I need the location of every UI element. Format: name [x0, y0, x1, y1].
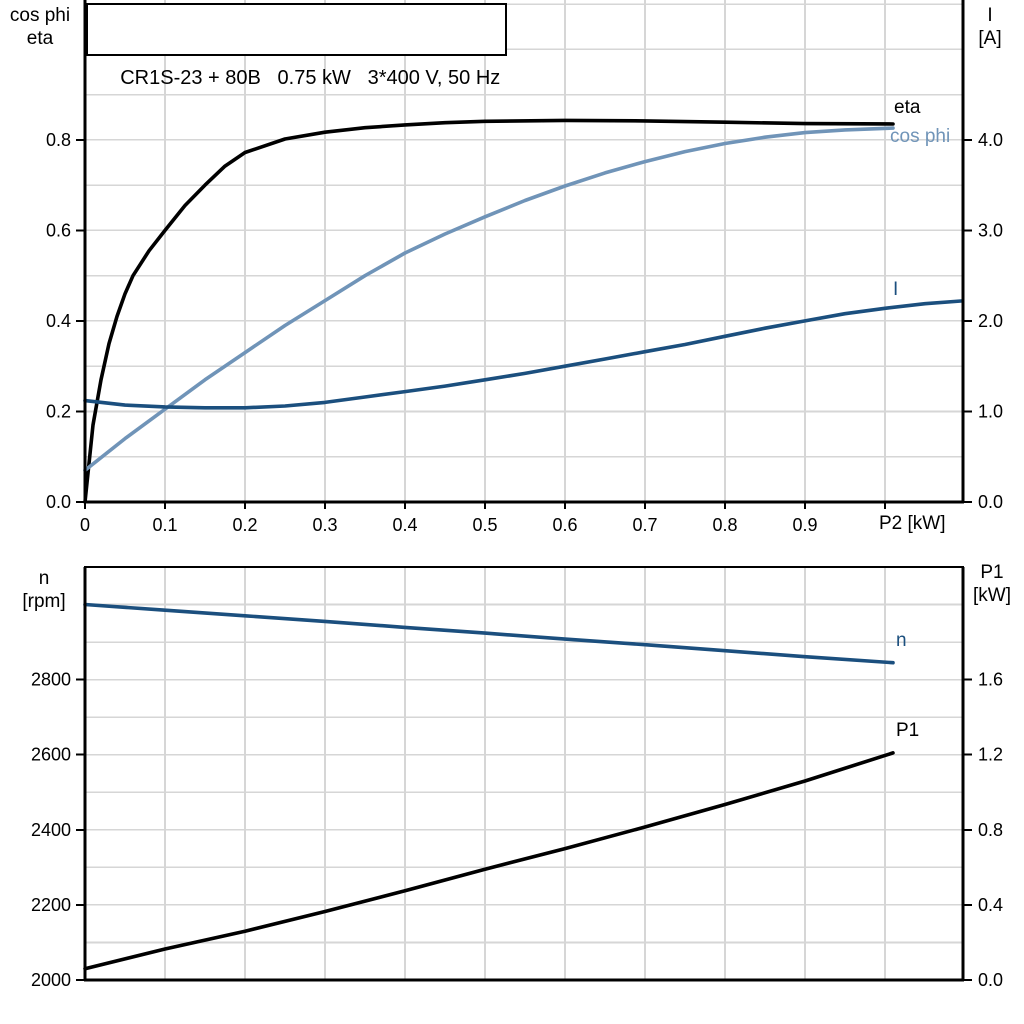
right-axis-title-line2: [A]	[978, 28, 1002, 49]
y-tick-label-right: 4.0	[978, 130, 1003, 150]
bottom-chart-left-axis-title: n [rpm]	[4, 567, 84, 613]
y-tick-label-right: 1.2	[978, 745, 1003, 765]
axes-layer-0	[76, 0, 972, 509]
x-tick-label: 0.6	[552, 515, 577, 535]
chart-title-box: CR1S-23 + 80B 0.75 kW 3*400 V, 50 Hz	[86, 3, 507, 89]
y-tick-label-right: 3.0	[978, 220, 1003, 240]
curve-cos-phi	[83, 126, 895, 473]
curve-label-p1: P1	[896, 720, 920, 741]
curve-label-current: I	[893, 279, 899, 300]
y-tick-label-right: 0.4	[978, 895, 1003, 915]
tick-labels-0: 0.0 0.2 0.4 0.6 0.8 0.0 1.0 2.0 3.0 4.0 0 0.1 0.2 0.3…	[46, 130, 1003, 535]
right-axis-title-line1: I	[987, 5, 993, 26]
x-axis-label: P2 [kW]	[879, 513, 946, 534]
y-tick-label-right: 0.8	[978, 820, 1003, 840]
y-tick-label-left: 0.6	[46, 220, 71, 240]
y-tick-label-right: 0.0	[978, 970, 1003, 990]
curve-i	[83, 299, 963, 410]
x-tick-label: 0	[80, 515, 90, 535]
y-tick-label-left: 0.4	[46, 311, 71, 331]
bottom-chart-right-axis-title: P1 [kW]	[962, 561, 1022, 607]
x-tick-label: 0.3	[312, 515, 337, 535]
x-tick-label: 0.2	[232, 515, 257, 535]
curve-eta	[83, 118, 895, 504]
x-tick-label: 0.1	[152, 515, 177, 535]
x-tick-label: 0.8	[712, 515, 737, 535]
y-tick-label-left: 2200	[31, 895, 71, 915]
top-chart-left-axis-title: cos phi eta	[0, 4, 80, 50]
left-axis-title-line2: [rpm]	[22, 591, 66, 612]
grid-layer-0	[85, 0, 963, 502]
y-tick-label-left: 0.0	[46, 492, 71, 512]
left-axis-title-line1: cos phi	[9, 5, 71, 26]
curve-label-cos-phi: cos phi	[890, 126, 951, 147]
y-tick-label-left: 0.8	[46, 130, 71, 150]
y-tick-label-left: 0.2	[46, 401, 71, 421]
x-tick-label: 0.5	[472, 515, 497, 535]
y-tick-label-left: 2000	[31, 970, 71, 990]
grid-layer-1	[85, 566, 963, 980]
curve-n	[83, 602, 895, 665]
x-tick-label: 0.7	[632, 515, 657, 535]
y-tick-label-right: 2.0	[978, 311, 1003, 331]
x-tick-label: 0.4	[392, 515, 417, 535]
tick-labels-1: 2000 2200 2400 2600 2800 0.0 0.4 0.8 1.2 1.6	[31, 670, 1003, 990]
curve-p1	[83, 751, 895, 971]
x-tick-label: 0.9	[792, 515, 817, 535]
y-tick-label-right: 1.0	[978, 401, 1003, 421]
chart-title: CR1S-23 + 80B 0.75 kW 3*400 V, 50 Hz	[120, 67, 501, 89]
y-tick-label-left: 2600	[31, 745, 71, 765]
top-chart-right-axis-title: I [A]	[958, 4, 1022, 50]
y-tick-label-left: 2800	[31, 670, 71, 690]
right-axis-title-line1: P1	[980, 562, 1004, 583]
right-axis-title-line2: [kW]	[973, 585, 1011, 606]
curve-label-eta: eta	[894, 97, 921, 118]
y-tick-label-right: 1.6	[978, 670, 1003, 690]
curves-layer-0	[83, 118, 963, 504]
left-axis-title-line2: eta	[26, 28, 54, 49]
axes-layer-1	[76, 566, 972, 982]
curve-label-speed: n	[896, 630, 907, 651]
y-tick-label-right: 0.0	[978, 492, 1003, 512]
curves-layer-1	[83, 602, 895, 971]
y-tick-label-left: 2400	[31, 820, 71, 840]
left-axis-title-line1: n	[38, 568, 50, 589]
